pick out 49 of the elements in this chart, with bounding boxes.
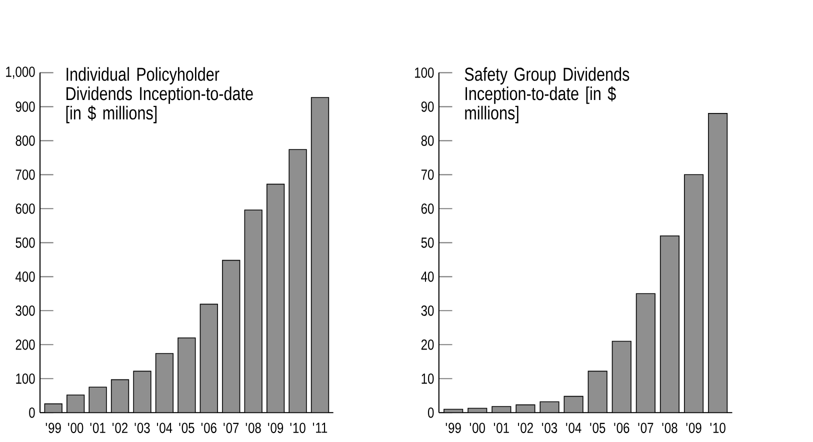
x-tick-label: '03: [542, 422, 558, 434]
x-tick-label: '03: [134, 422, 150, 434]
x-tick-label: '00: [68, 422, 84, 434]
y-tick-label: 50: [421, 237, 434, 248]
x-tick-label: '01: [494, 422, 509, 434]
y-tick-label: 900: [16, 101, 35, 112]
x-tick-label: '11: [312, 422, 328, 433]
text: Safety Group Dividends Inception-to-date [in $ millions]: [464, 67, 630, 124]
x-tick-label: '02: [112, 422, 128, 434]
x-tick-label: '06: [614, 422, 630, 434]
y-tick-label: 700: [16, 169, 35, 180]
y-tick-label: 500: [16, 237, 35, 248]
y-tick-label: 0: [428, 407, 434, 418]
x-tick-label: '09: [686, 422, 702, 434]
y-tick-label: 60: [421, 203, 434, 214]
x-tick-label: '05: [590, 422, 606, 434]
y-tick-label: 90: [421, 101, 434, 112]
y-tick-label: 0: [29, 407, 35, 418]
y-tick-label: 70: [421, 169, 434, 180]
y-tick-label: 100: [415, 67, 434, 78]
x-tick-label: '99: [446, 422, 461, 434]
y-tick-label: 800: [16, 135, 35, 146]
x-tick-label: '01: [90, 422, 106, 434]
x-tick-label: '00: [470, 422, 485, 434]
x-tick-label: '06: [201, 422, 216, 434]
y-tick-label: 10: [422, 373, 434, 384]
x-tick-label: '10: [710, 422, 726, 434]
y-tick-label: 20: [421, 339, 434, 350]
y-tick-label: 400: [16, 271, 35, 282]
x-tick-label: '10: [290, 422, 306, 434]
x-tick-label: '08: [662, 422, 678, 434]
x-tick-label: '04: [566, 422, 582, 434]
y-tick-label: 200: [16, 339, 35, 350]
y-tick-label: 40: [421, 271, 434, 282]
x-tick-label: '07: [638, 422, 654, 434]
x-tick-label: '04: [156, 422, 172, 434]
x-tick-label: '07: [224, 422, 239, 434]
x-tick-label: '02: [518, 422, 533, 434]
x-tick-label: '08: [246, 422, 261, 434]
x-tick-label: '05: [179, 422, 194, 434]
y-tick-label: 80: [421, 135, 434, 146]
y-tick-label: 100: [16, 373, 35, 384]
x-tick-label: '99: [46, 422, 61, 434]
text: Individual Policyholder Dividends Inception-to-date [in $ millions]: [66, 67, 253, 124]
y-tick-label: 1,000: [6, 66, 35, 79]
y-tick-label: 300: [16, 305, 35, 316]
y-tick-label: 600: [16, 203, 35, 214]
y-tick-label: 30: [421, 305, 434, 316]
x-tick-label: '09: [268, 422, 284, 434]
